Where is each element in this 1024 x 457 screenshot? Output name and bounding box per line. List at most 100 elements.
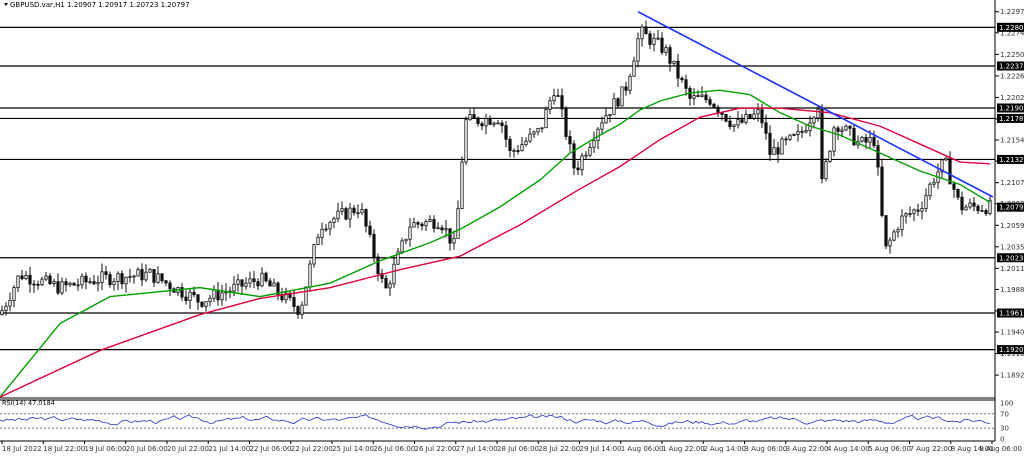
candle: [504, 120, 508, 148]
level-label: 1.20233: [997, 253, 1024, 263]
candle: [208, 294, 212, 307]
time-tick-label: 20 Jul 06:00: [126, 445, 168, 453]
candle: [476, 116, 480, 127]
candle: [304, 286, 308, 306]
candle: [564, 106, 568, 140]
candle: [68, 281, 72, 287]
rsi-tick-label: 30: [1000, 425, 1009, 433]
candle: [908, 206, 912, 218]
candle: [964, 204, 968, 211]
candle: [588, 142, 592, 158]
candle: [400, 237, 404, 255]
candle: [396, 247, 400, 266]
time-tick-label: 27 Jul 14:00: [456, 445, 498, 453]
candle: [740, 113, 744, 124]
candle: [828, 150, 832, 163]
candle: [804, 123, 808, 134]
candle: [416, 221, 420, 229]
candle: [108, 271, 112, 288]
time-tick-label: 26 Jul 22:00: [415, 445, 457, 453]
candle: [300, 301, 304, 320]
candle: [636, 32, 640, 68]
candle: [604, 108, 608, 124]
candle: [724, 113, 728, 123]
candle: [788, 134, 792, 142]
price-tick-label: 1.18925: [1000, 372, 1024, 380]
candle: [36, 280, 40, 290]
candle: [900, 209, 904, 237]
level-label-text: 1.20233: [999, 254, 1024, 262]
candle: [344, 206, 348, 221]
candle: [480, 121, 484, 131]
candle: [924, 188, 928, 213]
candle: [944, 156, 948, 161]
level-label: 1.19209: [997, 345, 1024, 355]
green-moving-average[interactable]: [0, 89, 991, 398]
candle: [940, 159, 944, 180]
candle: [916, 203, 920, 217]
time-tick-label: 21 Jul 14:00: [208, 445, 250, 453]
candle: [736, 111, 740, 129]
candle: [252, 270, 256, 289]
level-label: 1.21902: [997, 103, 1024, 113]
rsi-tick-label: 70: [1000, 410, 1009, 418]
red-moving-average[interactable]: [0, 107, 991, 398]
candle: [384, 274, 388, 289]
candle: [920, 201, 924, 220]
candle: [584, 151, 588, 160]
candle: [272, 278, 276, 287]
candle: [88, 277, 92, 285]
candle: [536, 127, 540, 136]
candle: [748, 113, 752, 120]
candle: [32, 280, 36, 293]
time-tick-label: 28 Jul 22:00: [538, 445, 580, 453]
candle: [152, 269, 156, 288]
time-tick-label: 8 Aug 14:00: [951, 445, 994, 453]
candle: [444, 220, 448, 238]
candle: [852, 124, 856, 146]
candle: [472, 108, 476, 119]
time-tick-label: 3 Aug 22:00: [786, 445, 829, 453]
candle: [436, 222, 440, 230]
candle: [204, 301, 208, 312]
candle: [752, 108, 756, 121]
candle: [728, 115, 732, 130]
candle: [124, 276, 128, 293]
candle: [368, 220, 372, 238]
time-tick-label: 19 Jul 06:00: [85, 445, 127, 453]
candle: [496, 120, 500, 125]
candle: [488, 115, 492, 126]
candle: [772, 138, 776, 155]
candle: [560, 88, 564, 118]
candle: [240, 279, 244, 295]
time-tick-label: 1 Aug 22:00: [662, 445, 705, 453]
candle: [548, 96, 552, 115]
dropdown-triangle-icon[interactable]: [4, 3, 8, 6]
candle: [628, 73, 632, 95]
candle: [440, 225, 444, 234]
candle: [532, 130, 536, 139]
candle: [704, 91, 708, 104]
candle: [972, 196, 976, 212]
candle: [896, 227, 900, 238]
candle: [356, 204, 360, 219]
candle: [168, 280, 172, 296]
price-tick-label: 1.20355: [1000, 243, 1024, 251]
candle: [260, 267, 264, 288]
candle: [96, 275, 100, 292]
time-tick-label: 26 Jul 06:00: [373, 445, 415, 453]
rsi-pane: 100 70 30 0: [0, 400, 1013, 444]
candle: [352, 204, 356, 216]
level-label-text: 1.22370: [999, 63, 1024, 71]
candle: [912, 208, 916, 222]
candle: [80, 273, 84, 289]
blue-trendline[interactable]: [637, 11, 994, 198]
time-tick-label: 2 Aug 14:00: [703, 445, 746, 453]
candle: [28, 266, 32, 293]
candle: [256, 278, 260, 291]
candle: [768, 125, 772, 162]
candle: [624, 81, 628, 96]
